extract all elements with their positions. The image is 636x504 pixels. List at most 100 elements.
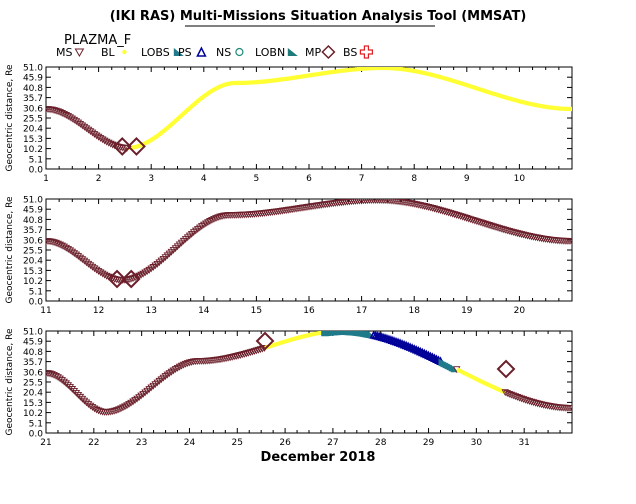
wedge-icon [287,48,298,56]
ms-point [72,389,81,397]
plot-frame [45,66,573,170]
x-tick-label: 18 [408,306,420,316]
y-tick-label: 0.0 [29,298,44,308]
chart-panel-3: Geocentric distance, Re 0.05.110.215.320.… [5,328,573,448]
ms-point [244,349,253,357]
legend-item-ms: MS [56,46,85,59]
ms-point [366,199,373,205]
ms-point [250,348,259,355]
ms-point [234,352,242,360]
x-tick-label: 2 [96,174,102,184]
ms-point [214,214,222,222]
ms-point [74,391,83,399]
y-tick-label: 0.0 [29,430,44,440]
x-tick-label: 19 [461,306,473,316]
y-tick-label: 40.8 [23,348,43,358]
legend-item-ps: PS [178,46,207,59]
x-tick-label: 16 [303,306,315,316]
ms-point [242,350,251,358]
legend-label: LOBS [141,46,170,59]
ms-point [345,199,353,206]
ms-point [352,199,359,205]
ms-point [76,393,85,401]
x-tick-label: 24 [184,438,196,448]
y-tick-label: 5.1 [29,155,43,165]
ms-point [127,275,135,283]
ms-point [228,353,236,361]
ms-point [62,380,70,388]
ms-point [256,346,265,354]
ms-point [240,350,249,358]
legend-label: BS [343,46,357,59]
y-tick-label: 0.0 [29,166,44,176]
ms-point [371,199,377,204]
ms-point [390,199,398,205]
ms-point [46,106,50,113]
ms-point [185,359,194,367]
x-tick-label: 30 [471,438,483,448]
dot-icon [122,49,127,55]
bl-point [569,106,572,112]
x-tick-label: 29 [423,438,435,448]
ms-point [68,386,77,393]
ms-point [230,353,238,361]
legend-label: PS [178,46,192,59]
ms-point [385,199,391,205]
y-tick-label: 35.7 [23,358,43,368]
y-tick-label: 10.2 [23,277,43,287]
ms-point [535,400,544,408]
ms-point [58,377,66,384]
chart-panel-2: Geocentric distance, Re 0.05.110.215.320.… [5,196,573,316]
ms-point [111,407,119,415]
y-tick-label: 40.8 [23,216,43,226]
mp-crossing-marker [112,136,132,156]
ms-point [394,199,402,206]
ms-point [537,401,546,409]
x-tick-label: 5 [254,174,260,184]
ms-point [418,202,427,210]
ms-point [348,199,355,206]
mp-crossing-marker [121,269,141,289]
ms-point [420,203,429,210]
y-tick-label: 45.9 [23,338,43,348]
legend-item-bs: BS [343,45,373,59]
x-tick-label: 9 [464,174,470,184]
ms-point [78,395,87,403]
legend-item-bl: BL [101,46,127,59]
y-tick-label: 25.5 [23,115,43,125]
legend-label: NS [216,46,231,59]
y-tick-label: 25.5 [23,379,43,389]
ms-point [383,199,389,205]
legend-label: MP [305,46,321,59]
x-tick-label: 21 [40,438,51,448]
y-axis-label: Geocentric distance, Re [5,64,15,171]
ms-point [373,199,379,204]
ms-point [386,199,393,205]
y-axis-label: Geocentric distance, Re [5,196,15,303]
ms-point [64,382,73,390]
y-tick-label: 30.6 [23,236,43,246]
ms-point [248,348,257,356]
y-tick-label: 51.0 [23,328,43,338]
x-tick-label: 10 [514,174,526,184]
x-tick-label: 3 [148,174,154,184]
diamond-outline-icon [321,44,336,60]
x-tick-label: 26 [279,438,291,448]
legend-item-lobn: LOBN [255,46,298,59]
ms-point [111,275,119,283]
y-tick-label: 15.3 [23,135,43,145]
month-label: December 2018 [261,450,376,465]
y-tick-label: 20.4 [23,257,43,267]
x-tick-label: 12 [93,306,104,316]
y-tick-label: 5.1 [29,287,43,297]
ms-point [115,143,123,151]
ms-point [125,276,133,284]
ms-point [238,351,246,359]
y-axis-label: Geocentric distance, Re [5,328,15,435]
x-tick-label: 8 [411,174,417,184]
x-tick-label: 6 [306,174,312,184]
triangle-up-outline-icon [196,46,207,57]
orbit-track [46,199,572,284]
chart-panel-1: Geocentric distance, Re 0.05.110.215.320.… [5,64,573,184]
